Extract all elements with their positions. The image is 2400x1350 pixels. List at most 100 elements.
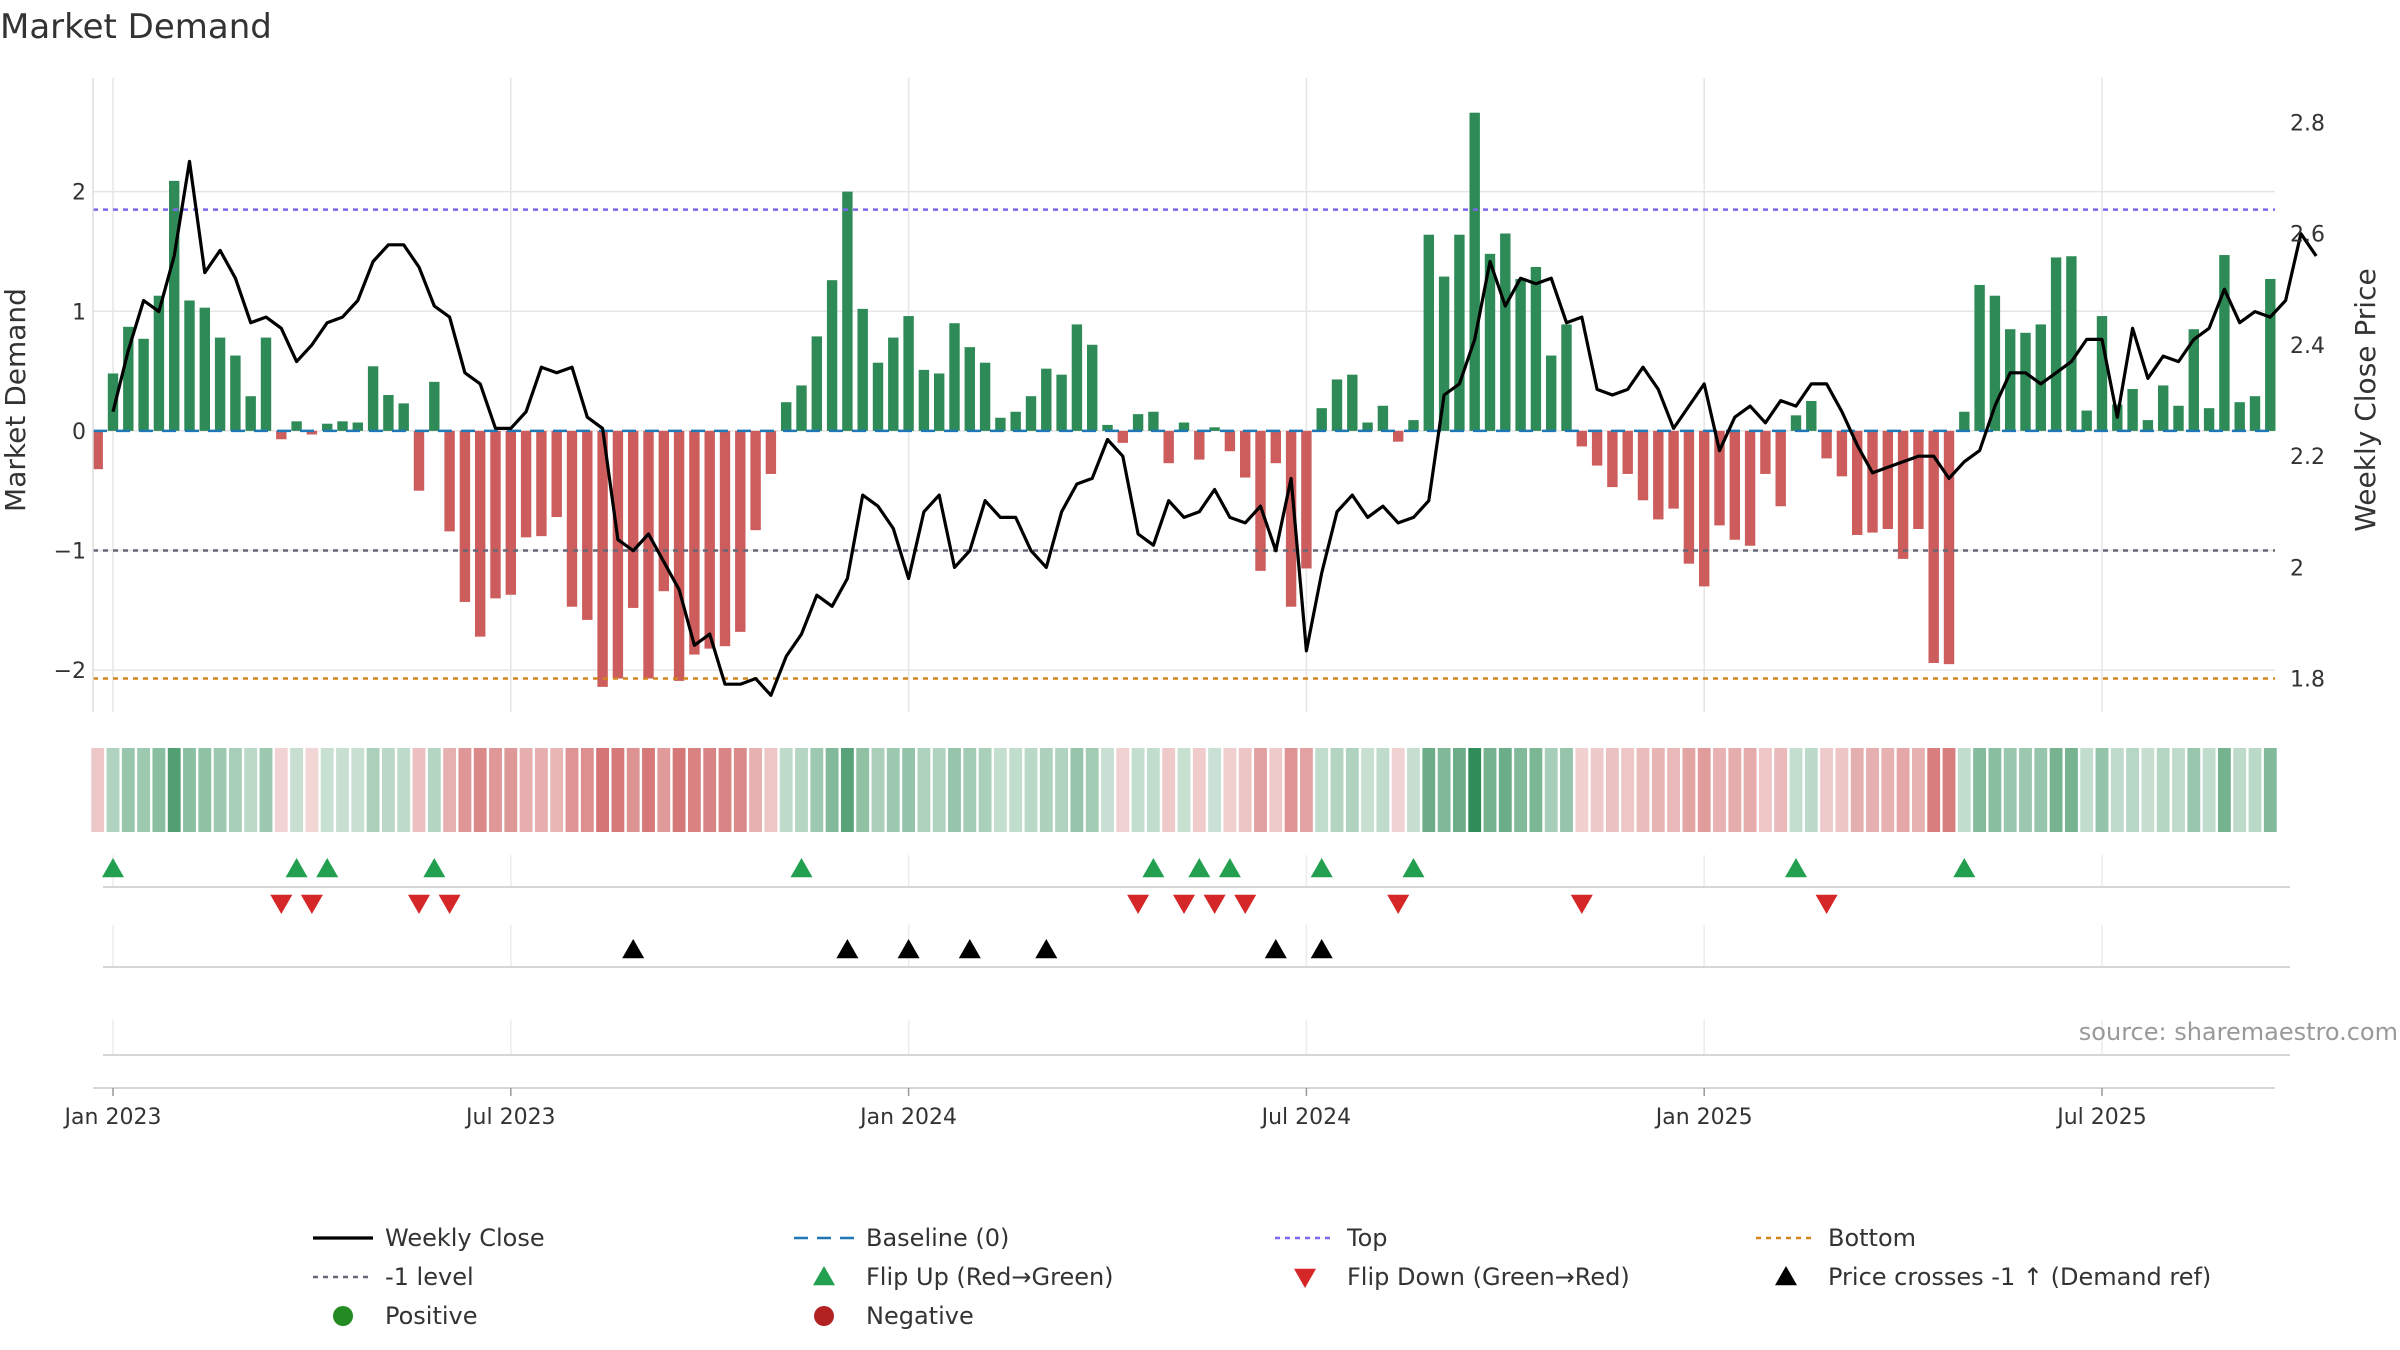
right-tick-label: 2.2: [2290, 445, 2325, 470]
demand-bar: [352, 422, 364, 431]
heat-cell: [2187, 748, 2201, 832]
price-cross-marker: [1035, 939, 1058, 959]
legend-dot-swatch: [333, 1306, 353, 1326]
heat-cell: [1850, 748, 1864, 832]
demand-bar: [1668, 430, 1679, 509]
heat-cell: [1911, 748, 1925, 832]
demand-bar: [1071, 324, 1083, 431]
right-y-axis-title: Weekly Close Price: [2349, 268, 2382, 531]
left-tick-label: −2: [54, 659, 86, 684]
heat-cell: [1514, 748, 1528, 832]
demand-heat-strip: [91, 748, 2277, 832]
demand-bar: [857, 308, 868, 431]
demand-bar: [1545, 355, 1557, 431]
heat-cell: [1284, 748, 1298, 832]
flip-down-marker: [1234, 894, 1257, 914]
demand-bar: [520, 430, 532, 538]
demand-bar: [888, 337, 899, 431]
demand-bar: [796, 385, 807, 431]
demand-bars: [92, 112, 2276, 687]
heat-cell: [657, 748, 671, 832]
heat-cell: [1973, 748, 1987, 832]
chart-title: Market Demand: [0, 7, 272, 47]
heat-cell: [1957, 748, 1971, 832]
demand-bar: [92, 430, 103, 470]
heat-cell: [167, 748, 181, 832]
demand-bar: [689, 430, 700, 655]
legend-label: Bottom: [1828, 1224, 1916, 1252]
demand-bar: [337, 421, 348, 431]
weekly-close-line: [111, 159, 2318, 697]
demand-bar: [2173, 405, 2184, 431]
heat-cell: [1131, 748, 1145, 832]
heat-cell: [1697, 748, 1711, 832]
heat-cell: [856, 748, 870, 832]
heat-cell: [1146, 748, 1160, 832]
heat-cell: [443, 748, 457, 832]
heat-cell: [749, 748, 763, 832]
flip-markers: [102, 858, 2290, 1056]
heat-cell: [1498, 748, 1512, 832]
heat-cell: [473, 748, 487, 832]
right-tick-label: 2.4: [2290, 334, 2325, 359]
heat-cell: [2110, 748, 2124, 832]
heat-cell: [687, 748, 701, 832]
price-cross-marker: [958, 939, 981, 959]
demand-bar: [2203, 408, 2215, 431]
demand-bar: [612, 430, 624, 679]
demand-bar: [1622, 430, 1633, 474]
heat-cell: [1024, 748, 1038, 832]
heat-cell: [2202, 748, 2216, 832]
demand-bar: [750, 430, 761, 531]
demand-bar: [2265, 278, 2276, 431]
demand-bar: [735, 430, 746, 632]
demand-bar: [1178, 422, 1190, 431]
demand-bar: [979, 362, 991, 431]
demand-bar: [1897, 430, 1909, 559]
demand-bar: [1148, 411, 1159, 431]
right-tick-label: 2: [2290, 556, 2304, 581]
demand-bar: [780, 402, 792, 431]
demand-bar: [1683, 430, 1695, 564]
flip-down-marker: [438, 894, 461, 914]
demand-bar: [1132, 414, 1144, 431]
flip-up-marker: [1953, 858, 1976, 878]
flip-up-marker: [1785, 858, 1807, 878]
flip-down-marker: [1127, 894, 1150, 914]
price-cross-marker: [1264, 939, 1287, 959]
demand-bar: [1943, 430, 1955, 665]
demand-bar: [1729, 430, 1741, 540]
heat-cell: [993, 748, 1007, 832]
flip-up-marker: [102, 858, 124, 878]
legend-label: Weekly Close: [385, 1224, 545, 1252]
flip-up-marker: [1218, 858, 1241, 878]
heat-cell: [886, 748, 900, 832]
demand-bar: [2249, 396, 2261, 431]
heat-cell: [1575, 748, 1589, 832]
demand-bar: [1224, 430, 1236, 452]
demand-bar: [903, 316, 914, 431]
demand-bar: [214, 337, 226, 431]
demand-bar: [490, 430, 501, 599]
demand-bar: [138, 338, 149, 431]
demand-bar: [1408, 420, 1419, 431]
flip-down-marker: [270, 894, 293, 914]
heat-cell: [626, 748, 640, 832]
legend-dot-swatch: [814, 1306, 834, 1326]
heat-cell: [1223, 748, 1237, 832]
legend-label: Price crosses -1 ↑ (Demand ref): [1828, 1263, 2211, 1291]
demand-bar: [1438, 276, 1450, 431]
heat-cell: [779, 748, 793, 832]
reference-lines: [93, 208, 2275, 680]
heat-cell: [427, 748, 441, 832]
flip-up-marker: [285, 858, 308, 878]
demand-bar: [2234, 402, 2245, 431]
demand-bar: [1025, 396, 1037, 431]
x-tick-label: Jan 2023: [63, 1105, 162, 1130]
heat-cell: [1361, 748, 1375, 832]
demand-bar: [643, 430, 654, 679]
demand-bar: [842, 191, 853, 431]
demand-bar: [413, 430, 425, 491]
heat-cell: [2080, 748, 2094, 832]
demand-bar: [276, 430, 287, 440]
